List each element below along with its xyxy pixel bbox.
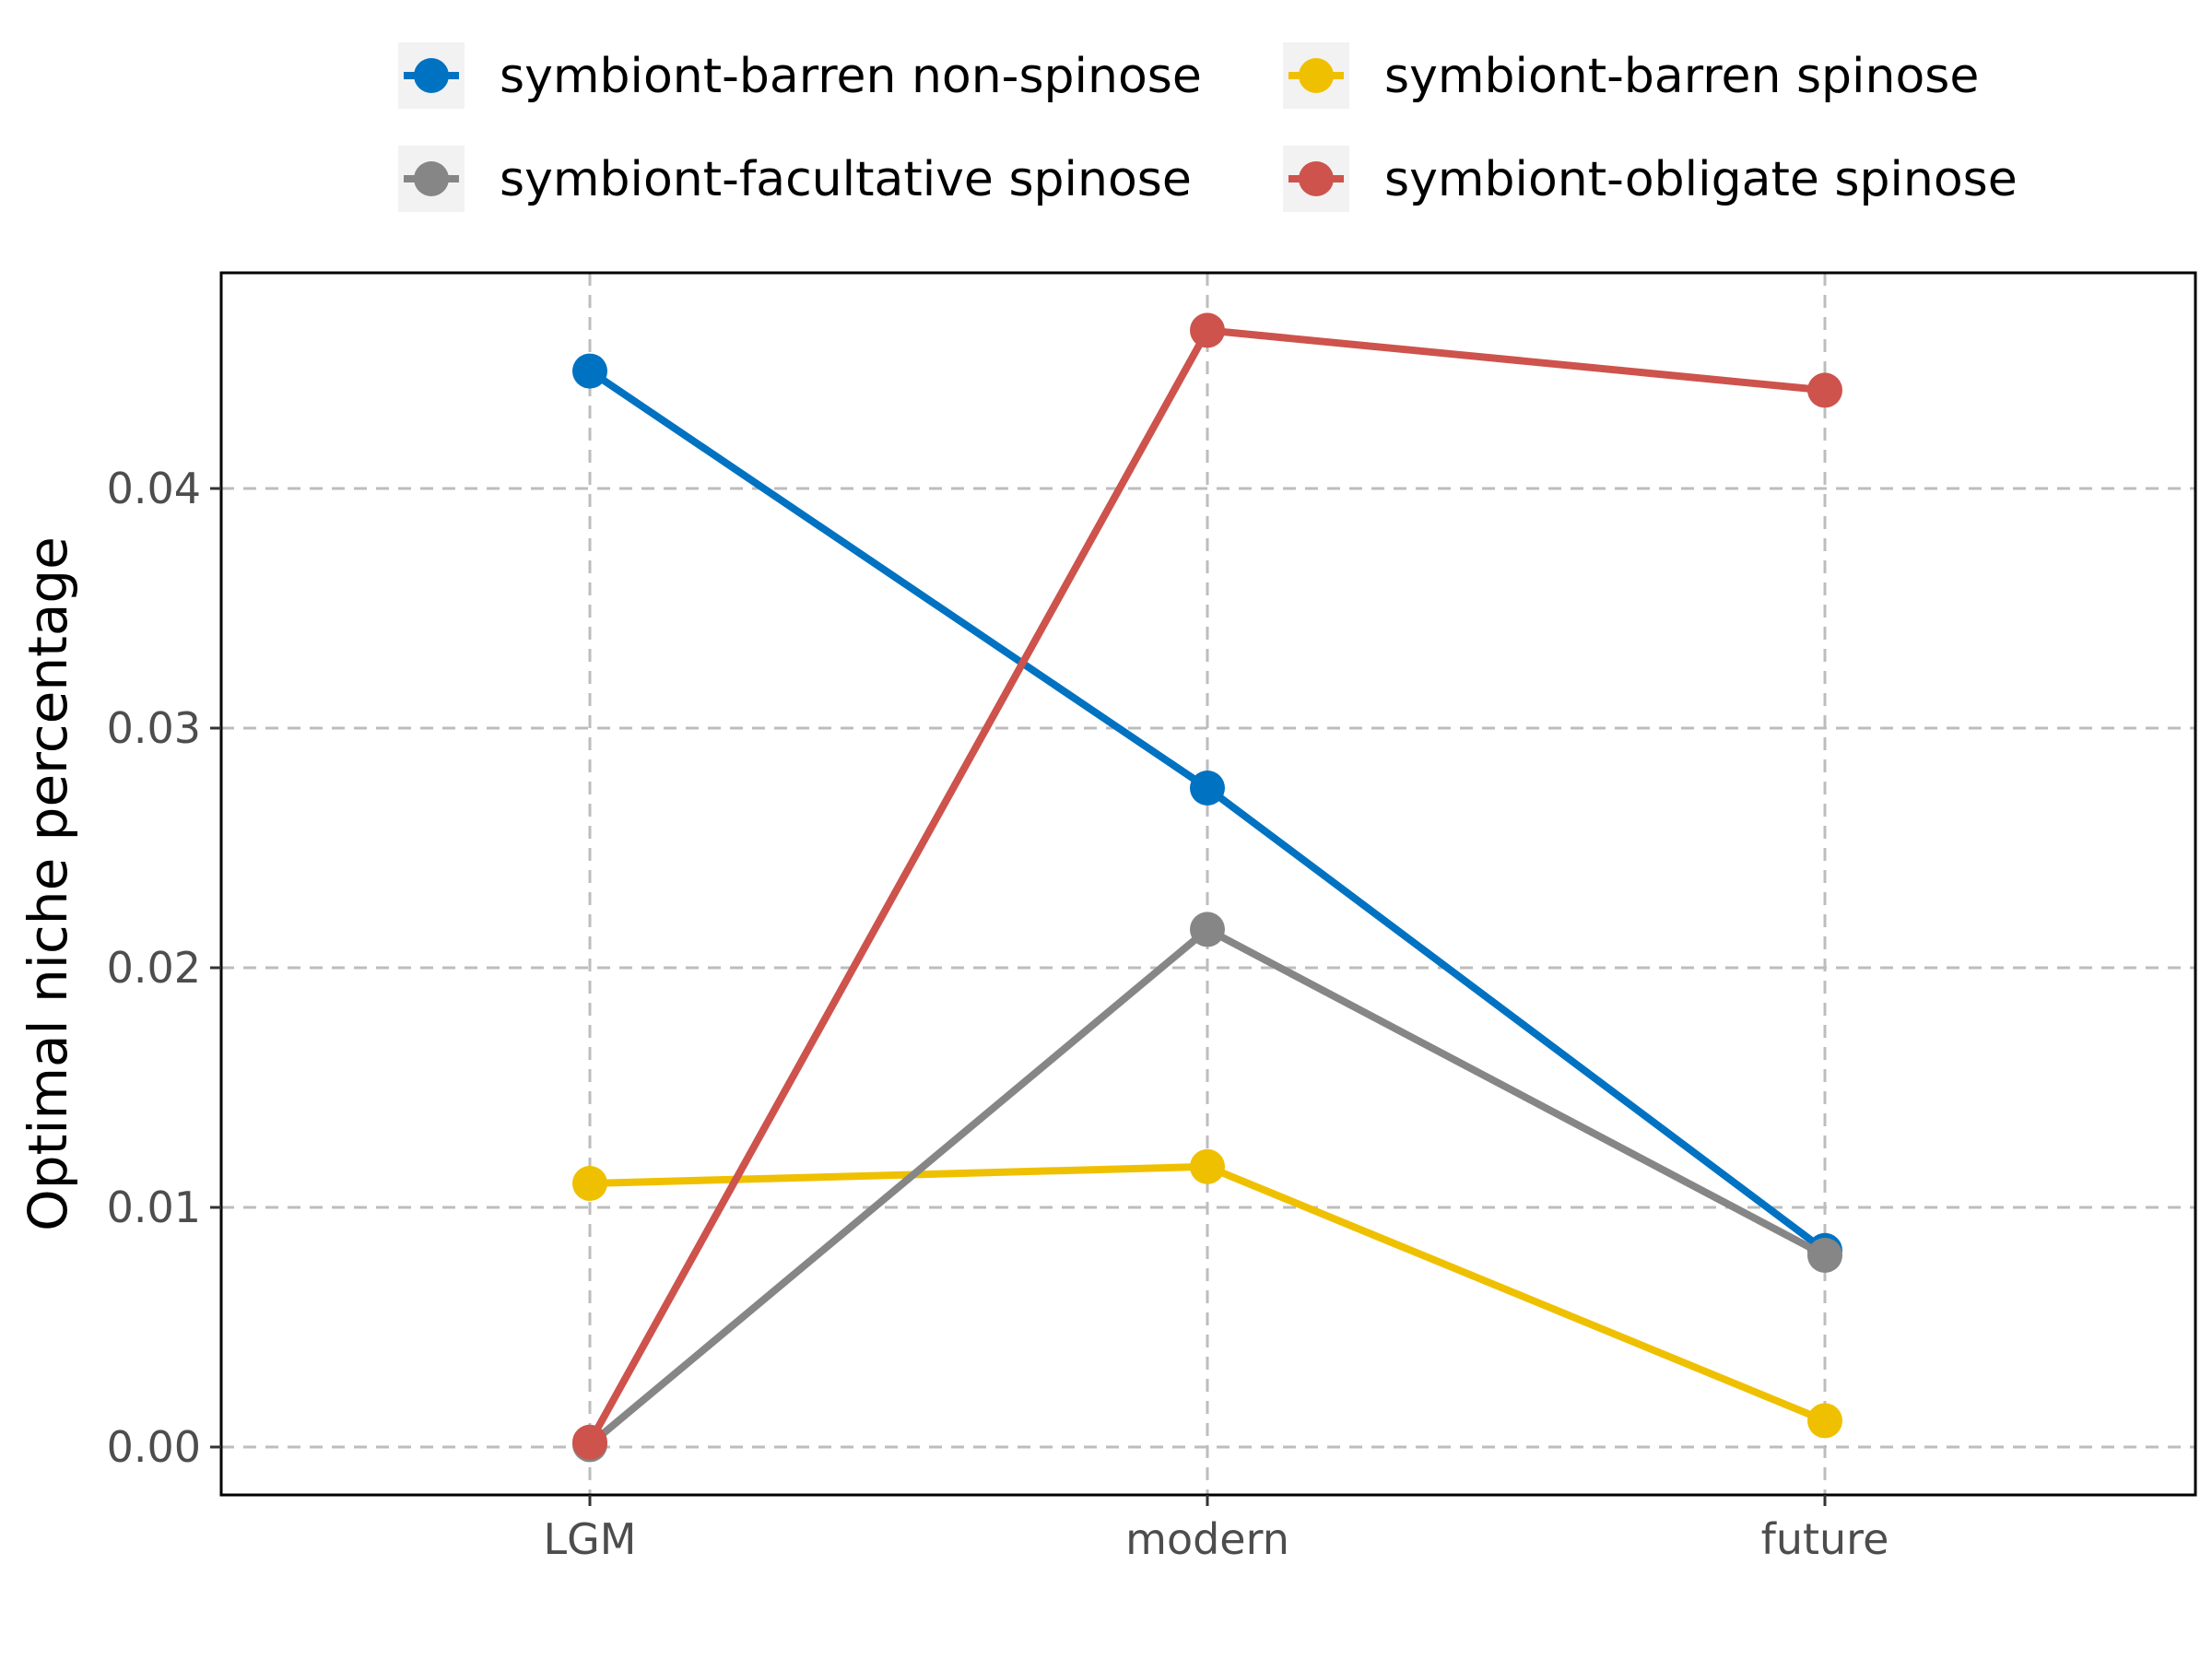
legend-key-point <box>414 161 449 196</box>
data-point <box>1190 1148 1225 1184</box>
y-axis-title: Optimal niche percentage <box>17 536 79 1231</box>
legend-label: symbiont-obligate spinose <box>1384 152 2018 207</box>
series-1 <box>572 1148 1842 1439</box>
y-tick-label: 0.04 <box>107 464 201 513</box>
series-layer <box>572 312 1842 1463</box>
data-point <box>1190 312 1225 348</box>
axes: 0.00 0.01 0.02 0.03 0.04 LGM modern future <box>107 464 1889 1564</box>
y-tick-label: 0.03 <box>107 703 201 753</box>
legend-key-point <box>414 58 449 93</box>
legend-label: symbiont-barren spinose <box>1384 49 1979 104</box>
legend-key-point <box>1299 58 1334 93</box>
legend-key-point <box>1299 161 1334 196</box>
legend: symbiont-barren non-spinose symbiont-barr… <box>398 42 2018 212</box>
legend-item: symbiont-barren spinose <box>1283 42 1979 109</box>
legend-item: symbiont-obligate spinose <box>1283 146 2018 212</box>
data-point <box>572 1424 607 1460</box>
x-tick-label: future <box>1761 1514 1889 1564</box>
y-tick-label: 0.02 <box>107 943 201 993</box>
data-point <box>1190 912 1225 947</box>
x-tick-label: modern <box>1125 1514 1289 1564</box>
y-tick-label: 0.01 <box>107 1182 201 1232</box>
data-point <box>1807 1403 1842 1439</box>
data-point <box>572 1166 607 1201</box>
data-point <box>1190 771 1225 806</box>
legend-item: symbiont-barren non-spinose <box>398 42 1202 109</box>
y-tick-label: 0.00 <box>107 1422 201 1472</box>
x-tick-label: LGM <box>544 1514 637 1564</box>
legend-item: symbiont-facultative spinose <box>398 146 1192 212</box>
grid <box>221 273 2195 1495</box>
legend-label: symbiont-barren non-spinose <box>500 49 1202 104</box>
series-3 <box>572 312 1842 1460</box>
data-point <box>572 353 607 389</box>
data-point <box>1807 1238 1842 1273</box>
legend-label: symbiont-facultative spinose <box>500 152 1192 207</box>
data-point <box>1807 372 1842 408</box>
